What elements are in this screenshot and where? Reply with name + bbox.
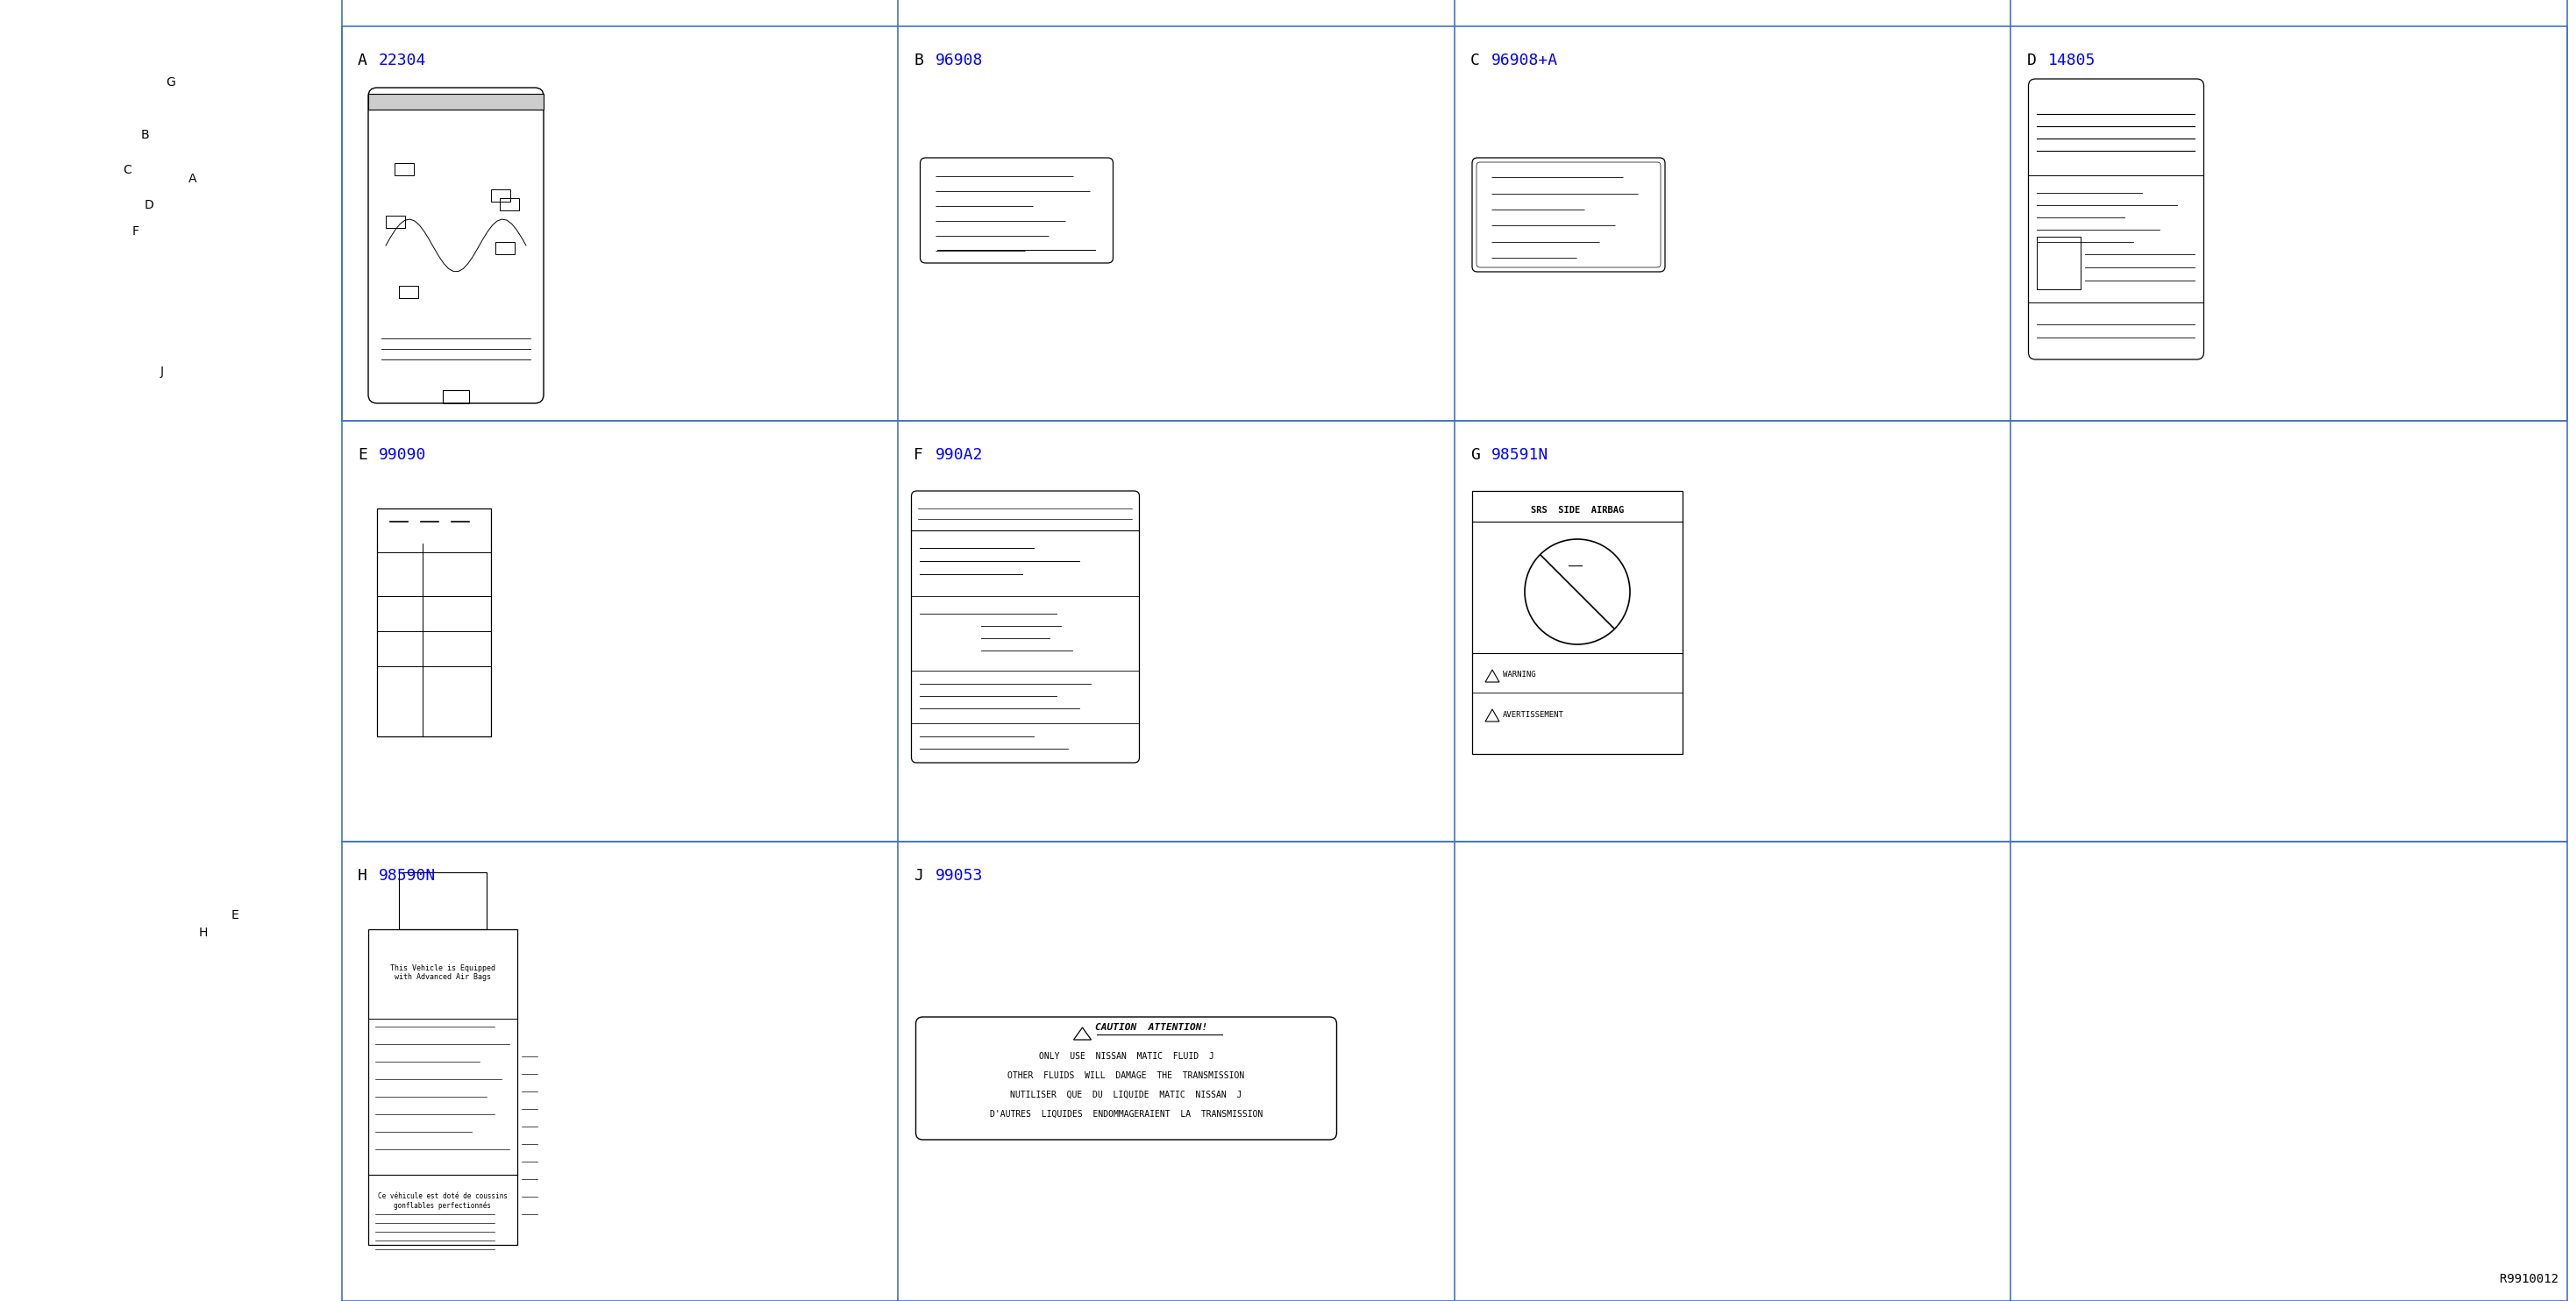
Text: 96908+A: 96908+A	[1492, 52, 1558, 69]
Bar	[368, 929, 518, 1245]
Text: WARNING: WARNING	[1502, 671, 1535, 679]
Text: E: E	[358, 448, 368, 463]
Text: F: F	[914, 448, 925, 463]
Text: AVERTISSEMENT: AVERTISSEMENT	[1502, 710, 1564, 718]
Text: B: B	[142, 129, 149, 141]
Text: H: H	[198, 926, 209, 939]
Text: J: J	[914, 868, 925, 883]
Text: 99053: 99053	[935, 868, 984, 883]
Text: ONLY  USE  NISSAN  MATIC  FLUID  J: ONLY USE NISSAN MATIC FLUID J	[1038, 1053, 1213, 1060]
Text: B: B	[914, 52, 925, 69]
Bar	[399, 286, 417, 298]
Text: F: F	[131, 225, 139, 238]
Text: 990A2: 990A2	[935, 448, 984, 463]
Text: OTHER  FLUIDS  WILL  DAMAGE  THE  TRANSMISSION: OTHER FLUIDS WILL DAMAGE THE TRANSMISSIO…	[1007, 1071, 1244, 1080]
Text: 98591N: 98591N	[1492, 448, 1548, 463]
Text: NUTILISER  QUE  DU  LIQUIDE  MATIC  NISSAN  J: NUTILISER QUE DU LIQUIDE MATIC NISSAN J	[1010, 1090, 1242, 1099]
Text: C: C	[1471, 52, 1479, 69]
Text: G: G	[1471, 448, 1479, 463]
Bar	[2038, 237, 2081, 289]
Text: A: A	[188, 173, 196, 185]
Bar	[399, 872, 487, 929]
Text: 96908: 96908	[935, 52, 984, 69]
Text: 14805: 14805	[2048, 52, 2094, 69]
Bar	[495, 242, 515, 254]
Bar	[376, 509, 492, 736]
Bar	[394, 163, 415, 176]
Text: 22304: 22304	[379, 52, 428, 69]
Text: H: H	[358, 868, 368, 883]
Text: E: E	[232, 909, 240, 921]
Text: D: D	[144, 199, 155, 211]
Text: J: J	[160, 366, 165, 377]
Text: R9910012: R9910012	[2499, 1272, 2558, 1285]
Text: SRS  SIDE  AIRBAG: SRS SIDE AIRBAG	[1530, 506, 1623, 515]
Text: 99090: 99090	[379, 448, 428, 463]
Text: D'AUTRES  LIQUIDES  ENDOMMAGERAIENT  LA  TRANSMISSION: D'AUTRES LIQUIDES ENDOMMAGERAIENT LA TRA…	[989, 1110, 1262, 1119]
Bar	[500, 198, 518, 211]
Text: Ce véhicule est doté de coussins
gonflables perfectionnés: Ce véhicule est doté de coussins gonflab…	[379, 1192, 507, 1210]
Text: 98590N: 98590N	[379, 868, 435, 883]
Bar	[368, 94, 544, 109]
Bar	[1471, 490, 1682, 755]
Bar	[443, 390, 469, 403]
Text: G: G	[167, 77, 175, 88]
Text: This Vehicle is Equipped
with Advanced Air Bags: This Vehicle is Equipped with Advanced A…	[389, 964, 495, 981]
Text: D: D	[2027, 52, 2035, 69]
Text: CAUTION  ATTENTION!: CAUTION ATTENTION!	[1095, 1023, 1208, 1032]
Text: A: A	[358, 52, 368, 69]
Text: C: C	[124, 164, 131, 176]
Bar	[492, 190, 510, 202]
Bar	[386, 216, 404, 228]
